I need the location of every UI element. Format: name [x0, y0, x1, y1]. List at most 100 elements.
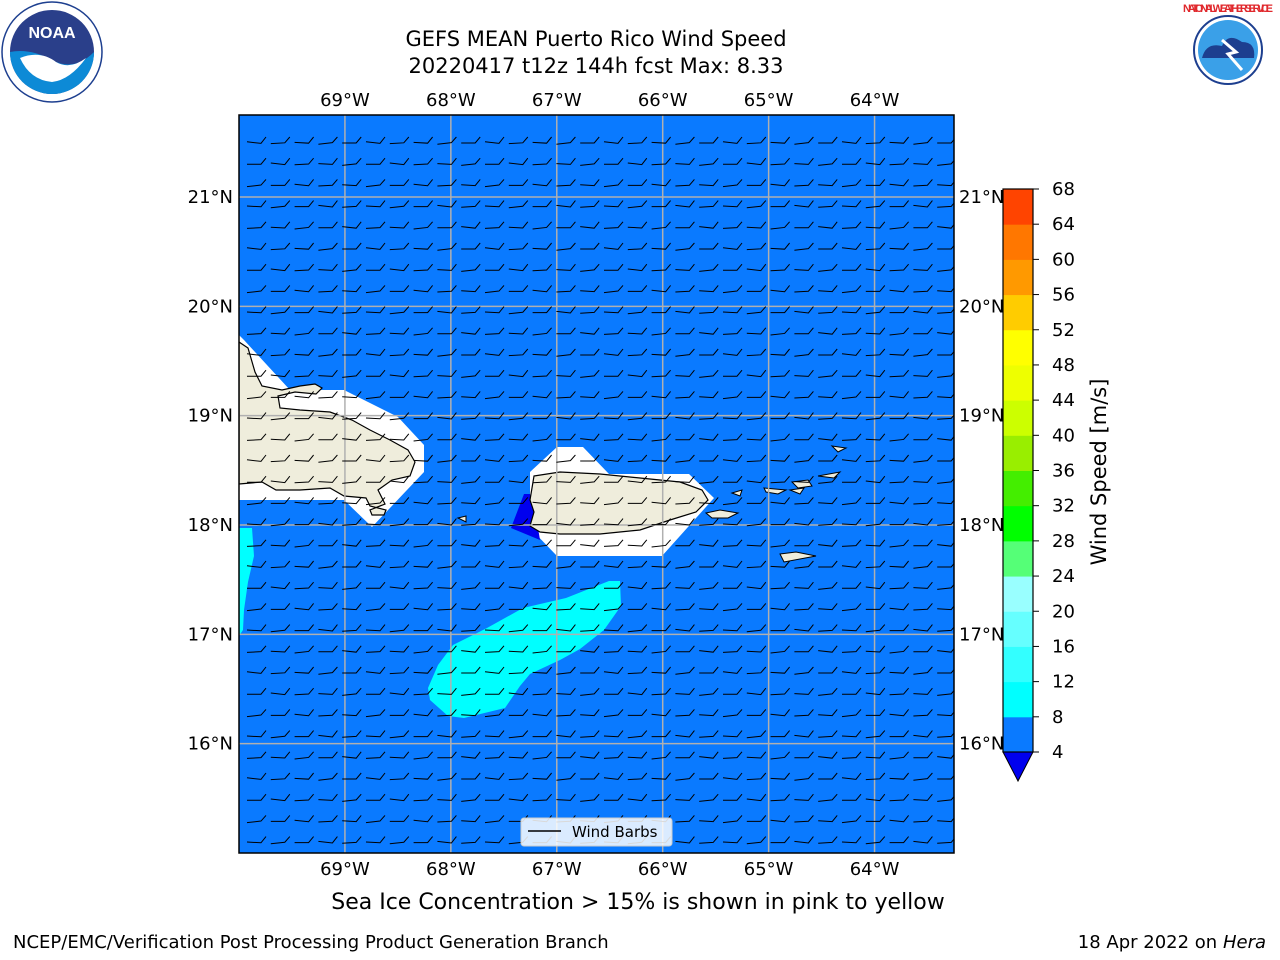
colorbar-tick-label: 56: [1052, 285, 1075, 306]
wind-barb: [389, 539, 410, 547]
wind-barb: [675, 666, 695, 675]
wind-barb: [722, 200, 743, 208]
wind-barb: [294, 285, 314, 293]
wind-barb: [342, 581, 362, 590]
wind-barb: [484, 348, 505, 356]
wind-barb: [675, 518, 695, 526]
wind-barb: [532, 581, 552, 590]
wind-barb: [389, 497, 410, 504]
wind-barb: [437, 369, 457, 377]
wind-barb: [675, 772, 695, 781]
wind-barb: [603, 221, 624, 229]
wind-barb: [937, 689, 954, 696]
wind-barb: [651, 687, 671, 696]
wind-barb: [627, 709, 648, 716]
wind-barb: [413, 751, 433, 760]
wind-barb: [294, 136, 314, 144]
wind-barb: [294, 709, 314, 717]
wind-barb: [580, 603, 600, 611]
wind-barb: [651, 581, 671, 590]
wind-barb: [484, 815, 505, 824]
wind-barb: [342, 497, 362, 505]
wind-barb: [770, 624, 790, 632]
wind-barb: [342, 687, 362, 696]
wind-barb: [247, 263, 267, 271]
wind-barb: [270, 157, 291, 166]
wind-barb: [627, 475, 648, 484]
wind-barb: [366, 687, 386, 695]
wind-barb: [842, 369, 862, 377]
wind-barb: [770, 454, 790, 462]
wind-barb: [794, 475, 814, 483]
wind-barb: [342, 709, 362, 717]
wind-barb: [556, 200, 576, 208]
wind-barb: [413, 624, 433, 632]
wind-barb: [437, 815, 457, 823]
wind-barb: [532, 179, 552, 187]
wind-barb: [770, 348, 790, 356]
wind-barb: [342, 179, 362, 187]
wind-barb: [294, 369, 314, 378]
wind-barb: [627, 454, 648, 463]
colorbar-tick-label: 36: [1052, 461, 1075, 482]
colorbar-under-triangle: [1002, 751, 1034, 783]
wind-barb: [818, 666, 838, 674]
wind-barb: [389, 412, 410, 421]
wind-barb: [342, 624, 362, 632]
wind-barb: [937, 265, 954, 272]
wind-barb: [270, 581, 291, 590]
wind-barb: [461, 772, 481, 780]
wind-barb: [770, 221, 790, 230]
wind-barb: [770, 369, 790, 378]
wind-barb: [603, 709, 624, 718]
wind-barb: [818, 348, 838, 356]
wind-barb: [841, 200, 862, 208]
wind-barb: [246, 836, 267, 844]
wind-barb: [913, 581, 933, 589]
wind-barb: [770, 815, 790, 823]
wind-barb: [603, 327, 624, 335]
wind-barb: [603, 518, 624, 526]
wind-barb: [413, 412, 433, 420]
wind-barb: [508, 391, 529, 398]
wind-barb: [365, 285, 386, 294]
wind-barb: [841, 179, 862, 188]
wind-barb: [270, 285, 291, 292]
wind-barb: [246, 772, 267, 780]
wind-barb: [508, 539, 529, 547]
wind-barb: [675, 687, 695, 695]
wind-barb: [937, 138, 954, 144]
wind-barb: [889, 793, 909, 802]
wind-barb: [699, 751, 719, 759]
wind-barb: [270, 772, 291, 781]
wind-barb: [508, 369, 529, 378]
wind-barb: [889, 200, 909, 208]
wind-barb: [675, 157, 695, 165]
wind-barb: [365, 560, 386, 568]
wind-barb: [508, 560, 529, 569]
wind-barb: [675, 179, 695, 187]
wind-barb: [246, 306, 267, 314]
wind-barb: [461, 603, 481, 611]
wind-barb: [889, 348, 909, 356]
wind-barb: [913, 454, 933, 463]
wind-barb: [699, 793, 719, 802]
wind-barb: [675, 475, 695, 483]
wind-barb: [342, 285, 362, 293]
colorbar-tick-label: 4: [1052, 742, 1063, 763]
lat-tick-label: 21°N: [188, 187, 233, 208]
wind-barb: [746, 666, 767, 675]
wind-barb: [270, 836, 291, 845]
wind-barb: [461, 263, 481, 272]
wind-barb: [794, 518, 814, 526]
lon-tick-label: 65°W: [744, 90, 794, 111]
lon-tick-label: 64°W: [850, 90, 900, 111]
wind-barb: [603, 730, 624, 738]
wind-barb: [508, 412, 529, 421]
wind-barb: [913, 475, 933, 483]
wind-barb: [818, 603, 838, 611]
wind-barb: [675, 603, 695, 611]
wind-barb: [580, 306, 600, 314]
wind-barb: [722, 603, 743, 612]
wind-barb: [675, 730, 695, 738]
